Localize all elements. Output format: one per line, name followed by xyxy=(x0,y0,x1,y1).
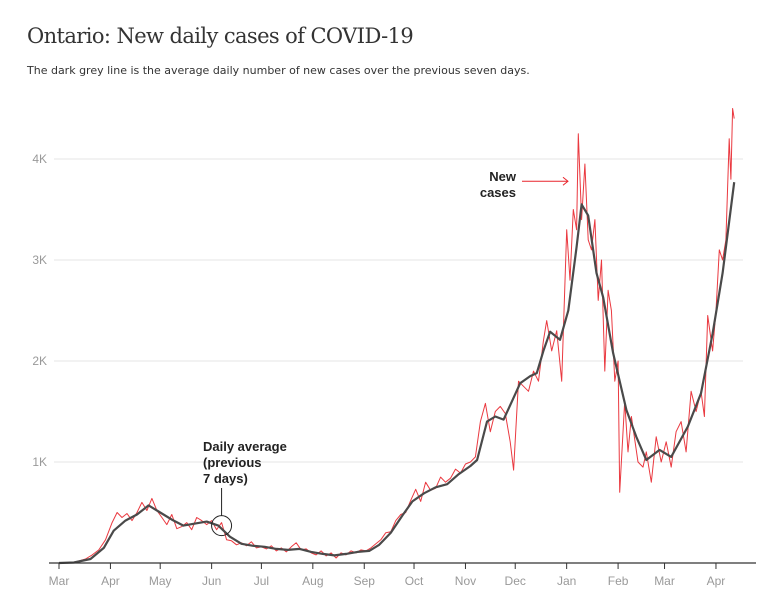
chart-subtitle: The dark grey line is the average daily … xyxy=(27,64,530,77)
y-axis-ticks: 1K 2K 3K 4K xyxy=(32,152,47,469)
x-tick-label: Aug xyxy=(302,574,323,588)
x-axis: Mar Apr May Jun Jul Aug Sep Oct Nov Dec Jan Feb Mar A… xyxy=(49,562,756,588)
y-tick-label: 3K xyxy=(32,253,47,267)
x-tick-label: Oct xyxy=(405,574,424,588)
x-tick-label: Feb xyxy=(608,574,629,588)
average-line xyxy=(58,182,736,565)
x-tick-label: Jun xyxy=(202,574,221,588)
new-cases-label: New xyxy=(489,169,517,184)
x-tick-label: Apr xyxy=(707,574,726,588)
x-tick-label: Sep xyxy=(354,574,376,588)
x-tick-label: Mar xyxy=(654,574,675,588)
series-lines xyxy=(58,108,736,565)
circle-marker-icon xyxy=(211,515,233,537)
daily-average-label: 7 days) xyxy=(203,471,248,486)
x-tick-label: Mar xyxy=(49,574,70,588)
y-tick-label: 4K xyxy=(32,152,47,166)
x-tick-label: Jul xyxy=(254,574,269,588)
y-tick-label: 1K xyxy=(32,455,47,469)
arrow-head-icon xyxy=(562,176,569,186)
daily-average-label: Daily average xyxy=(203,439,287,454)
gridlines xyxy=(54,158,743,463)
x-tick-label: May xyxy=(149,574,172,588)
x-tick-label: Apr xyxy=(101,574,120,588)
y-tick-label: 2K xyxy=(32,354,47,368)
daily-average-label: (previous xyxy=(203,455,262,470)
new-cases-label: cases xyxy=(480,185,516,200)
x-tick-label: Jan xyxy=(557,574,576,588)
x-tick-label: Dec xyxy=(505,574,526,588)
chart-title: Ontario: New daily cases of COVID-19 xyxy=(27,24,414,48)
daily-cases-line xyxy=(58,108,735,564)
x-tick-label: Nov xyxy=(455,574,476,588)
